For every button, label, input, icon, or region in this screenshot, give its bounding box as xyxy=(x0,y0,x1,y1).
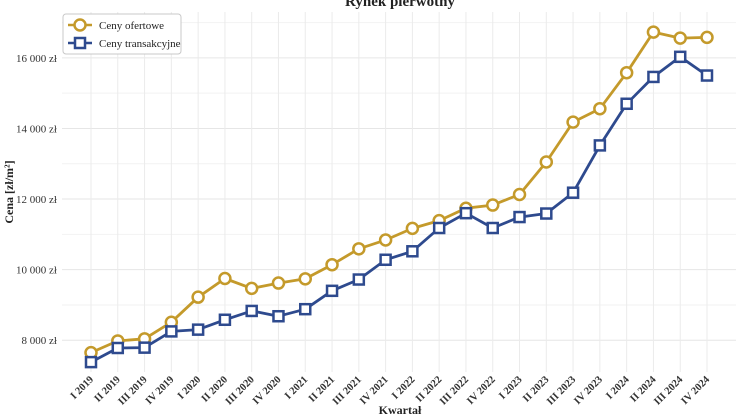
x-axis-label: Kwartał xyxy=(379,403,422,417)
x-tick-label: I 2021 xyxy=(283,374,310,401)
data-point-ofertowe xyxy=(405,221,420,236)
y-axis-tick-labels: 8 000 zł 10 000 zł 12 000 zł 14 000 zł 16 00… xyxy=(16,53,57,347)
legend-item-ofertowe: Ceny ofertowe xyxy=(68,18,164,32)
series-layer xyxy=(84,25,714,369)
x-tick-label: IV 2024 xyxy=(680,374,713,407)
data-point-ofertowe xyxy=(244,281,259,296)
y-tick-label: 8 000 zł xyxy=(22,335,57,347)
data-point-transakcyjne xyxy=(540,207,553,220)
data-point-transakcyjne xyxy=(191,323,205,336)
x-tick-label: IV 2019 xyxy=(144,374,177,407)
x-gridlines xyxy=(90,12,708,372)
data-point-transakcyjne xyxy=(272,309,285,323)
y-gridlines xyxy=(62,22,736,341)
data-point-transakcyjne xyxy=(352,273,366,286)
x-tick-label: III 2021 xyxy=(331,374,364,407)
data-point-ofertowe xyxy=(700,30,714,45)
data-point-transakcyjne xyxy=(406,245,419,258)
legend-label-ofertowe: Ceny ofertowe xyxy=(99,20,164,32)
y-tick-label: 14 000 zł xyxy=(16,123,57,135)
data-point-transakcyjne xyxy=(513,210,526,224)
x-tick-label: III 2020 xyxy=(224,374,257,407)
data-point-transakcyjne xyxy=(647,70,660,84)
x-tick-label: I 2023 xyxy=(497,374,524,401)
data-point-transakcyjne xyxy=(700,69,714,82)
data-point-transakcyjne xyxy=(566,186,580,199)
data-point-ofertowe xyxy=(191,290,205,304)
data-point-ofertowe xyxy=(271,276,286,290)
data-point-ofertowe xyxy=(566,115,580,129)
data-point-ofertowe xyxy=(218,271,232,286)
y-axis-label: Cena [zł/m²] xyxy=(2,160,16,223)
x-tick-label: III 2022 xyxy=(438,374,471,407)
data-point-transakcyjne xyxy=(299,302,312,316)
data-point-transakcyjne xyxy=(593,139,607,152)
x-tick-label: IV 2022 xyxy=(465,374,498,407)
legend-item-transakcyjne: Ceny transakcyjne xyxy=(68,36,181,50)
data-point-transakcyjne xyxy=(245,304,258,318)
data-point-ofertowe xyxy=(593,101,607,116)
x-tick-label: IV 2023 xyxy=(572,374,605,407)
x-tick-label: I 2019 xyxy=(69,374,96,401)
legend-marker-circle xyxy=(73,18,87,32)
legend-marker-square xyxy=(73,36,87,50)
y-tick-label: 10 000 zł xyxy=(16,265,57,277)
x-tick-label: III 2024 xyxy=(652,374,686,408)
data-point-transakcyjne xyxy=(138,341,151,354)
data-point-transakcyjne xyxy=(486,221,499,235)
data-point-ofertowe xyxy=(539,155,554,169)
y-tick-label: 12 000 zł xyxy=(16,194,57,206)
data-point-transakcyjne xyxy=(325,284,339,298)
data-point-transakcyjne xyxy=(84,355,98,369)
data-point-transakcyjne xyxy=(620,97,633,111)
data-point-transakcyjne xyxy=(432,221,446,235)
series-line-transakcyjne xyxy=(90,55,708,364)
legend-box xyxy=(62,13,182,55)
data-point-transakcyjne xyxy=(165,325,178,338)
data-point-ofertowe xyxy=(485,198,500,212)
chart-title: Rynek pierwotny xyxy=(345,0,455,10)
data-point-ofertowe xyxy=(673,31,687,45)
data-point-ofertowe xyxy=(298,272,313,286)
y-tick-label: 16 000 zł xyxy=(16,53,57,65)
data-point-transakcyjne xyxy=(379,253,392,267)
data-point-ofertowe xyxy=(619,65,634,80)
data-point-ofertowe xyxy=(352,242,366,256)
x-tick-label: IV 2020 xyxy=(251,374,284,407)
data-point-ofertowe xyxy=(325,257,339,272)
data-point-transakcyjne xyxy=(111,341,125,355)
x-tick-label: I 2022 xyxy=(390,374,417,401)
data-point-ofertowe xyxy=(646,25,661,39)
data-point-transakcyjne xyxy=(218,313,232,327)
data-point-ofertowe xyxy=(512,187,527,202)
legend: Ceny ofertowe Ceny transakcyjne xyxy=(62,13,182,55)
data-point-transakcyjne xyxy=(459,206,473,220)
data-point-transakcyjne xyxy=(673,50,687,64)
x-tick-label: III 2023 xyxy=(545,374,578,407)
x-tick-label: III 2019 xyxy=(117,374,150,407)
data-point-ofertowe xyxy=(378,233,393,247)
legend-label-transakcyjne: Ceny transakcyjne xyxy=(99,38,181,50)
x-tick-label: I 2020 xyxy=(176,374,203,401)
